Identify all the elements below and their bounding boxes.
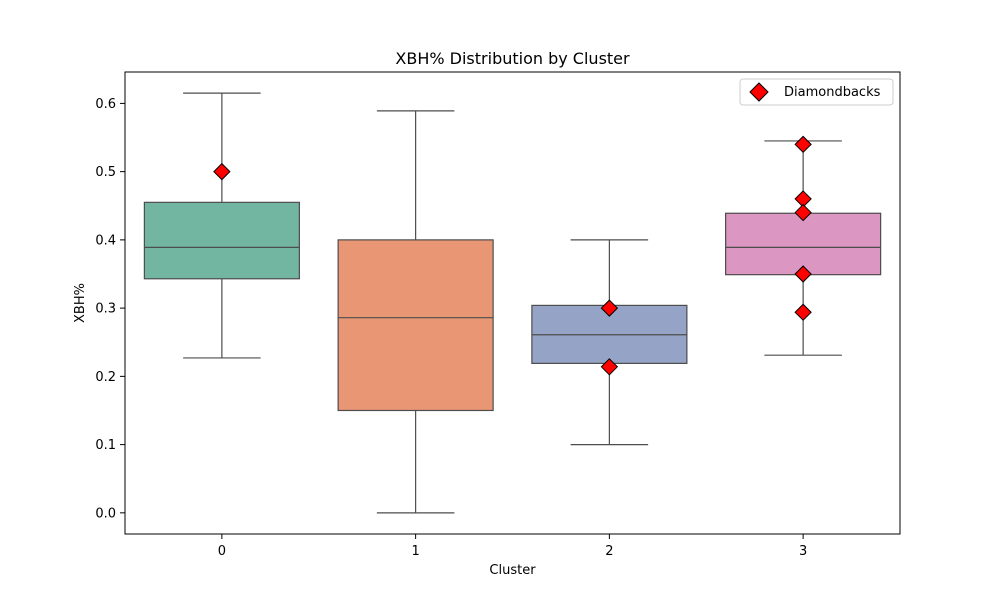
diamondbacks-point-3	[794, 135, 812, 154]
x-tick-label: 1	[411, 544, 419, 559]
box-cluster-1	[337, 110, 494, 514]
y-tick-label: 0.4	[95, 233, 116, 248]
legend-label-diamondbacks: Diamondbacks	[784, 85, 881, 100]
x-tick-label: 0	[218, 544, 226, 559]
diamondbacks-point-2	[600, 358, 619, 376]
y-tick-label: 0.0	[95, 506, 116, 521]
legend-diamond-icon	[749, 82, 769, 102]
y-tick-label: 0.5	[95, 165, 116, 180]
y-tick-label: 0.2	[95, 370, 116, 385]
y-axis: 0.0 0.1 0.2 0.3 0.4 0.5 0.6	[95, 97, 125, 521]
points-layer	[213, 135, 812, 376]
x-tick-label: 2	[605, 544, 613, 559]
y-tick-label: 0.3	[95, 302, 116, 317]
y-tick-label: 0.1	[95, 438, 116, 453]
iqr-box	[143, 201, 300, 280]
diamondbacks-point-0	[213, 162, 231, 181]
plot-frame	[124, 71, 901, 535]
diamondbacks-point-1	[600, 299, 619, 317]
diamondbacks-point-6	[794, 265, 812, 283]
legend: Diamondbacks	[739, 78, 894, 106]
chart-title: XBH% Distribution by Cluster	[395, 49, 630, 68]
diamondbacks-point-7	[794, 303, 812, 321]
y-tick-label: 0.6	[95, 97, 116, 112]
legend-marker-diamondbacks	[749, 82, 769, 102]
iqr-box	[337, 239, 494, 412]
box-cluster-0	[143, 92, 300, 359]
diamondbacks-point-5	[794, 203, 812, 222]
x-axis-label: Cluster	[489, 563, 536, 578]
x-tick-label: 3	[799, 544, 807, 559]
legend-frame	[739, 78, 894, 106]
y-axis-label: XBH%	[73, 283, 88, 323]
x-axis: 0 1 2 3	[218, 534, 807, 559]
